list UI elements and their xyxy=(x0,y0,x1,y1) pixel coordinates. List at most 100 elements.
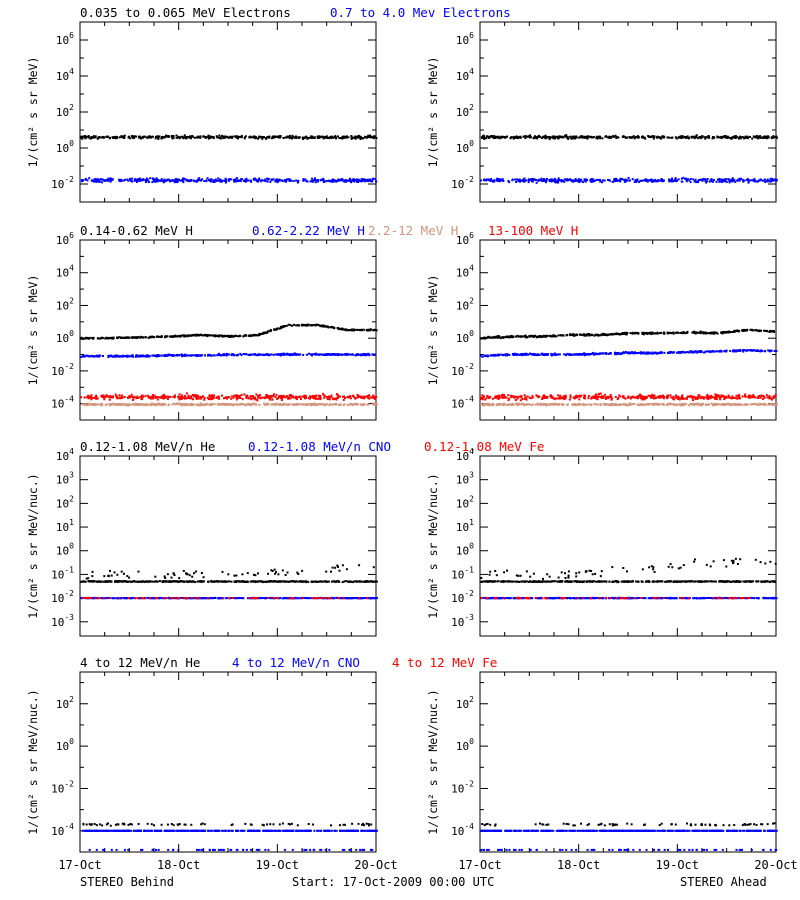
data-point xyxy=(523,353,526,356)
data-point xyxy=(654,178,657,181)
data-point xyxy=(617,396,620,399)
data-point xyxy=(110,179,113,182)
data-point xyxy=(88,177,91,180)
data-point xyxy=(538,335,541,338)
data-point xyxy=(252,333,255,336)
data-point xyxy=(770,136,773,139)
data-point xyxy=(534,353,537,356)
y-tick-exponent: -4 xyxy=(464,395,474,404)
data-point xyxy=(588,353,591,356)
data-point xyxy=(689,181,692,184)
data-point xyxy=(105,394,108,397)
data-point xyxy=(261,396,264,399)
data-point xyxy=(698,179,701,182)
data-point xyxy=(208,404,211,406)
data-point xyxy=(331,403,334,406)
data-point xyxy=(322,403,325,406)
data-point xyxy=(249,395,252,397)
data-point xyxy=(541,136,544,139)
data-point xyxy=(149,177,152,180)
y-tick-exponent: 4 xyxy=(469,67,474,76)
data-point xyxy=(208,394,211,397)
data-point xyxy=(535,354,538,357)
data-point xyxy=(704,178,707,181)
data-point xyxy=(165,395,168,398)
data-point xyxy=(675,331,678,334)
data-point xyxy=(193,394,196,397)
data-point xyxy=(308,136,311,139)
legend-entry-black: 0.035 to 0.065 MeV Electrons xyxy=(80,5,291,20)
data-point xyxy=(659,395,662,398)
data-point xyxy=(176,181,178,184)
data-point xyxy=(340,137,342,139)
data-point xyxy=(200,354,203,357)
data-point xyxy=(151,402,153,405)
data-point xyxy=(163,403,166,406)
data-point xyxy=(136,336,139,339)
data-point xyxy=(280,326,283,329)
data-point xyxy=(704,350,707,353)
data-point xyxy=(488,336,491,339)
data-point xyxy=(238,403,241,406)
data-point xyxy=(351,329,353,332)
series-blue-1 xyxy=(80,177,378,184)
data-point xyxy=(256,394,259,397)
data-point xyxy=(231,395,234,398)
data-point xyxy=(576,353,579,356)
data-point xyxy=(653,332,656,335)
data-point xyxy=(198,404,201,407)
data-point xyxy=(223,179,226,182)
data-point xyxy=(318,135,321,138)
data-point xyxy=(597,393,600,396)
data-point xyxy=(502,179,505,182)
data-point xyxy=(521,179,524,182)
data-point xyxy=(191,394,194,396)
data-point xyxy=(155,403,158,406)
data-point xyxy=(277,136,280,139)
data-point xyxy=(160,396,163,399)
data-point xyxy=(483,354,486,357)
data-point xyxy=(672,351,675,354)
data-point xyxy=(748,349,751,352)
data-point xyxy=(303,397,306,400)
data-point xyxy=(174,394,176,397)
data-point xyxy=(100,178,103,181)
data-point xyxy=(280,394,283,397)
data-point xyxy=(492,179,495,182)
data-point xyxy=(85,396,88,399)
data-point xyxy=(514,178,517,181)
data-point xyxy=(142,396,145,398)
data-point xyxy=(317,324,320,326)
data-point xyxy=(550,178,553,181)
data-point xyxy=(520,396,523,399)
data-point xyxy=(513,136,515,139)
data-point xyxy=(711,136,714,139)
data-point xyxy=(131,354,134,357)
data-point xyxy=(139,178,142,181)
data-point xyxy=(156,396,159,399)
data-point xyxy=(326,396,329,399)
data-point xyxy=(135,337,138,339)
data-point xyxy=(333,403,336,406)
data-point xyxy=(586,333,589,336)
data-point xyxy=(694,398,697,401)
data-point xyxy=(620,352,623,355)
data-point xyxy=(765,135,768,138)
data-point xyxy=(644,332,647,335)
data-point xyxy=(735,349,738,352)
data-point xyxy=(511,178,514,181)
data-point xyxy=(179,396,182,398)
data-point xyxy=(490,135,493,138)
data-point xyxy=(270,396,273,398)
data-point xyxy=(151,181,154,184)
data-point xyxy=(525,353,527,356)
data-point xyxy=(743,179,746,182)
data-point xyxy=(243,137,246,140)
data-point xyxy=(140,136,143,139)
data-point xyxy=(337,397,339,399)
data-point xyxy=(490,178,493,181)
data-point xyxy=(506,335,509,338)
data-point xyxy=(744,393,747,396)
data-point xyxy=(175,354,178,357)
